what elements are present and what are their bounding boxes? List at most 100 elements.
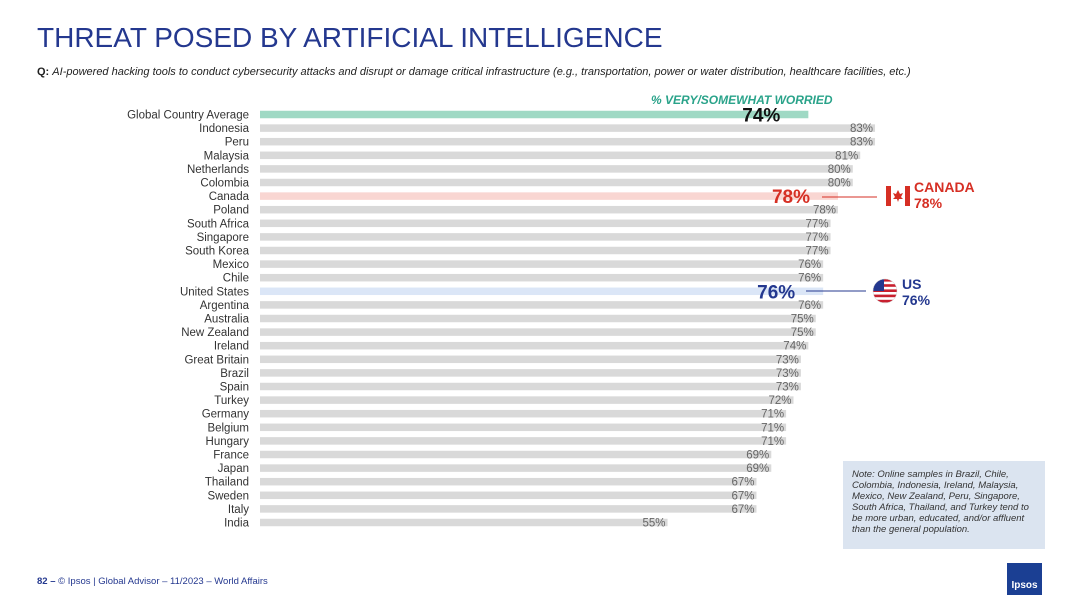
bar-india: [260, 518, 668, 527]
value-label-thailand: 67%: [731, 477, 754, 489]
category-label-malaysia: Malaysia: [204, 150, 250, 162]
value-label-south-africa: 77%: [806, 218, 829, 230]
value-label-spain: 73%: [776, 382, 799, 394]
us-callout: US 76%: [902, 276, 930, 308]
bar-germany: [260, 409, 787, 418]
value-label-turkey: 72%: [768, 395, 791, 407]
bar-australia: [260, 314, 816, 323]
bar-chile: [260, 273, 824, 282]
category-label-italy: Italy: [228, 504, 249, 516]
bar-thailand: [260, 477, 757, 486]
bar-south-africa: [260, 219, 831, 228]
category-label-hungary: Hungary: [206, 436, 250, 448]
value-label-global-country-average: 74%: [742, 106, 780, 127]
category-label-netherlands: Netherlands: [187, 164, 249, 176]
category-label-indonesia: Indonesia: [199, 123, 249, 135]
bar-brazil: [260, 369, 801, 377]
value-label-poland: 78%: [813, 205, 836, 217]
value-label-belgium: 71%: [761, 422, 784, 434]
canada-callout-value: 78%: [914, 195, 943, 211]
value-label-france: 69%: [746, 450, 769, 462]
us-flag-icon: [872, 278, 898, 304]
category-label-india: India: [224, 518, 250, 530]
value-label-mexico: 76%: [798, 259, 821, 271]
bar-hungary: [260, 437, 787, 445]
bar-mexico: [260, 260, 824, 268]
category-label-belgium: Belgium: [207, 422, 249, 434]
bar-colombia: [260, 178, 853, 187]
bar-turkey: [260, 396, 794, 404]
methodology-note: Note: Online samples in Brazil, Chile, C…: [843, 461, 1045, 549]
value-label-united-states: 76%: [757, 282, 795, 303]
category-label-great-britain: Great Britain: [184, 354, 249, 366]
category-label-colombia: Colombia: [200, 178, 249, 190]
bar-indonesia: [260, 124, 876, 132]
value-label-sweden: 67%: [731, 490, 754, 502]
bar-italy: [260, 505, 757, 513]
bar-malaysia: [260, 151, 861, 160]
category-label-thailand: Thailand: [205, 477, 249, 489]
bar-south-korea: [260, 246, 831, 255]
category-label-south-africa: South Africa: [187, 218, 250, 230]
category-label-japan: Japan: [218, 463, 249, 475]
category-label-ireland: Ireland: [214, 341, 249, 353]
category-label-canada: Canada: [209, 191, 250, 203]
category-label-new-zealand: New Zealand: [181, 327, 249, 339]
value-label-singapore: 77%: [806, 232, 829, 244]
category-label-sweden: Sweden: [207, 490, 249, 502]
category-label-spain: Spain: [220, 382, 249, 394]
canada-callout: CANADA 78%: [914, 179, 975, 211]
canada-callout-name: CANADA: [914, 179, 975, 195]
value-label-germany: 71%: [761, 409, 784, 421]
ipsos-logo: Ipsos: [1007, 563, 1042, 595]
category-label-singapore: Singapore: [197, 232, 249, 244]
bar-canada: [260, 192, 838, 200]
bar-netherlands: [260, 165, 853, 173]
value-label-peru: 83%: [850, 137, 873, 149]
page-number: 82 –: [37, 576, 56, 587]
value-label-chile: 76%: [798, 273, 821, 285]
value-label-indonesia: 83%: [850, 123, 873, 135]
category-label-global-country-average: Global Country Average: [127, 110, 249, 122]
value-label-japan: 69%: [746, 463, 769, 475]
category-label-argentina: Argentina: [200, 300, 250, 312]
us-callout-value: 76%: [902, 292, 931, 308]
category-label-australia: Australia: [204, 314, 249, 326]
footer-text: © Ipsos | Global Advisor – 11/2023 – Wor…: [58, 576, 268, 587]
bar-poland: [260, 205, 838, 214]
us-callout-name: US: [902, 276, 922, 292]
bar-france: [260, 450, 772, 459]
chart-title: % VERY/SOMEWHAT WORRIED: [651, 93, 833, 107]
value-label-canada: 78%: [772, 187, 810, 208]
category-label-chile: Chile: [223, 273, 249, 285]
value-label-south-korea: 77%: [806, 246, 829, 258]
category-label-united-states: United States: [180, 286, 249, 298]
question-text: AI-powered hacking tools to conduct cybe…: [52, 66, 911, 78]
bar-peru: [260, 137, 876, 146]
footer: 82 – © Ipsos | Global Advisor – 11/2023 …: [37, 576, 268, 587]
bar-singapore: [260, 233, 831, 241]
bar-global-country-average: [260, 110, 809, 119]
value-label-india: 55%: [643, 518, 666, 530]
bar-japan: [260, 464, 772, 472]
bar-sweden: [260, 491, 757, 500]
bar-great-britain: [260, 355, 801, 364]
category-label-france: France: [213, 450, 249, 462]
category-label-poland: Poland: [213, 205, 249, 217]
value-label-hungary: 71%: [761, 436, 784, 448]
category-label-mexico: Mexico: [213, 259, 249, 271]
value-label-argentina: 76%: [798, 300, 821, 312]
question-label: Q:: [37, 66, 50, 78]
value-label-colombia: 80%: [828, 178, 851, 190]
canada-flag-icon: [886, 186, 910, 206]
bar-united-states: [260, 287, 824, 296]
value-label-italy: 67%: [731, 504, 754, 516]
category-label-turkey: Turkey: [214, 395, 249, 407]
category-label-germany: Germany: [202, 409, 250, 421]
category-label-peru: Peru: [225, 137, 249, 149]
bar-argentina: [260, 301, 824, 309]
value-label-malaysia: 81%: [835, 150, 858, 162]
bar-ireland: [260, 341, 809, 350]
bars-layer: Global Country Average 74% Indonesia 83% Per…: [127, 106, 876, 530]
